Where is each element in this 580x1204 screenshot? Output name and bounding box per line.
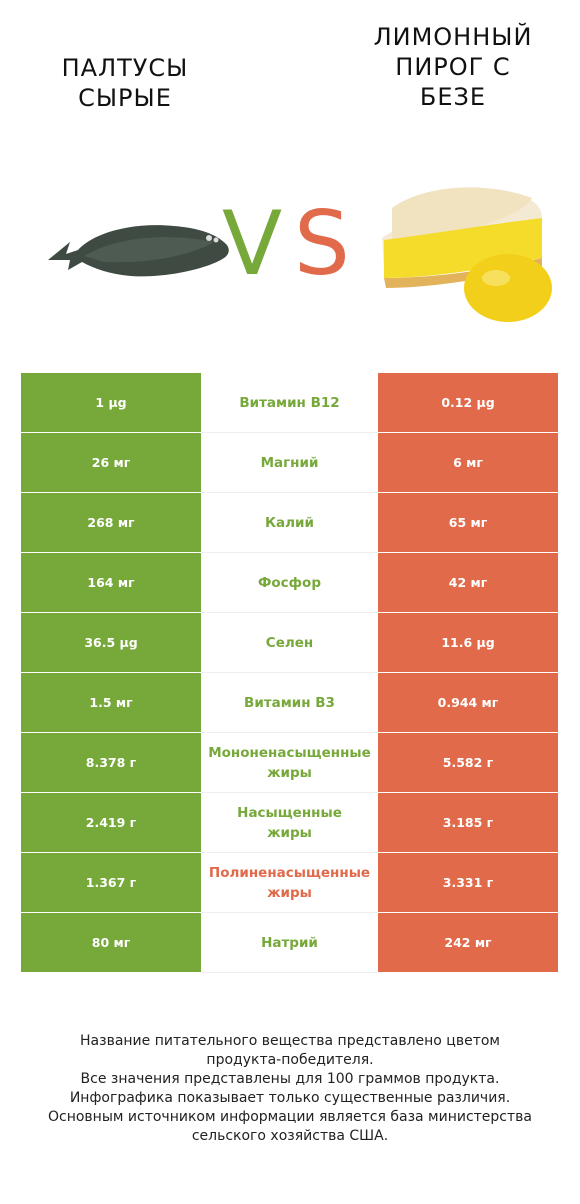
table-row: 26 мг Магний 6 мг: [21, 433, 558, 493]
footer-line: Все значения представлены для 100 граммо…: [20, 1070, 560, 1089]
footer-line: продукта-победителя.: [20, 1051, 560, 1070]
nutrient-name-line: Фосфор: [201, 573, 378, 593]
halibut-image: [44, 210, 234, 290]
footer-line: Название питательного вещества представл…: [20, 1032, 560, 1051]
table-row: 1.367 г Полиненасыщенные жиры 3.331 г: [21, 853, 558, 913]
right-value: 0.12 µg: [378, 373, 558, 433]
table-row: 1 µg Витамин B12 0.12 µg: [21, 373, 558, 433]
vs-letter-v: V: [222, 198, 282, 290]
right-value: 11.6 µg: [378, 613, 558, 673]
left-value: 1.367 г: [21, 853, 201, 913]
nutrient-name: Насыщенные жиры: [201, 793, 378, 853]
nutrient-name-line: Магний: [201, 453, 378, 473]
right-value: 42 мг: [378, 553, 558, 613]
nutrient-name: Витамин B3: [201, 673, 378, 733]
nutrient-name-line: Витамин B12: [201, 393, 378, 413]
left-value: 26 мг: [21, 433, 201, 493]
nutrient-name-line: Мононенасыщенные: [201, 743, 378, 763]
footer-line: сельского хозяйства США.: [20, 1127, 560, 1146]
nutrient-name: Витамин B12: [201, 373, 378, 433]
table-row: 80 мг Натрий 242 мг: [21, 913, 558, 973]
vs-letter-s: S: [294, 198, 350, 290]
left-product-title: ПАЛТУСЫ СЫРЫЕ: [30, 53, 220, 113]
right-value: 6 мг: [378, 433, 558, 493]
nutrient-name-line: Витамин B3: [201, 693, 378, 713]
nutrient-name: Фосфор: [201, 553, 378, 613]
right-value: 5.582 г: [378, 733, 558, 793]
nutrient-name: Мононенасыщенные жиры: [201, 733, 378, 793]
right-value: 65 мг: [378, 493, 558, 553]
nutrient-name: Магний: [201, 433, 378, 493]
right-value: 242 мг: [378, 913, 558, 973]
table-row: 36.5 µg Селен 11.6 µg: [21, 613, 558, 673]
nutrient-name: Полиненасыщенные жиры: [201, 853, 378, 913]
nutrient-name-line: Калий: [201, 513, 378, 533]
right-product-title: ЛИМОННЫЙ ПИРОГ С БЕЗЕ: [358, 22, 548, 112]
footer-line: Основным источником информации является …: [20, 1108, 560, 1127]
table-row: 164 мг Фосфор 42 мг: [21, 553, 558, 613]
left-value: 8.378 г: [21, 733, 201, 793]
right-value: 0.944 мг: [378, 673, 558, 733]
left-value: 1.5 мг: [21, 673, 201, 733]
right-value: 3.185 г: [378, 793, 558, 853]
table-row: 2.419 г Насыщенные жиры 3.185 г: [21, 793, 558, 853]
table-row: 1.5 мг Витамин B3 0.944 мг: [21, 673, 558, 733]
nutrient-name-line: Натрий: [201, 933, 378, 953]
left-value: 36.5 µg: [21, 613, 201, 673]
left-value: 1 µg: [21, 373, 201, 433]
footer-notes: Название питательного вещества представл…: [20, 1032, 560, 1146]
nutrient-name-line: Насыщенные: [201, 803, 378, 823]
left-value: 268 мг: [21, 493, 201, 553]
lemon-meringue-pie-image: [372, 178, 562, 328]
footer-line: Инфографика показывает только существенн…: [20, 1089, 560, 1108]
left-value: 2.419 г: [21, 793, 201, 853]
nutrient-name-line: Селен: [201, 633, 378, 653]
nutrient-name: Калий: [201, 493, 378, 553]
nutrient-comparison-table: 1 µg Витамин B12 0.12 µg 26 мг Магний 6 мг 268…: [21, 373, 558, 973]
table-row: 8.378 г Мононенасыщенные жиры 5.582 г: [21, 733, 558, 793]
nutrient-name-line: жиры: [201, 823, 378, 843]
nutrient-name: Натрий: [201, 913, 378, 973]
left-value: 80 мг: [21, 913, 201, 973]
table-row: 268 мг Калий 65 мг: [21, 493, 558, 553]
nutrient-name-line: жиры: [201, 883, 378, 903]
left-value: 164 мг: [21, 553, 201, 613]
nutrient-name-line: жиры: [201, 763, 378, 783]
right-value: 3.331 г: [378, 853, 558, 913]
nutrient-name: Селен: [201, 613, 378, 673]
nutrient-name-line: Полиненасыщенные: [201, 863, 378, 883]
